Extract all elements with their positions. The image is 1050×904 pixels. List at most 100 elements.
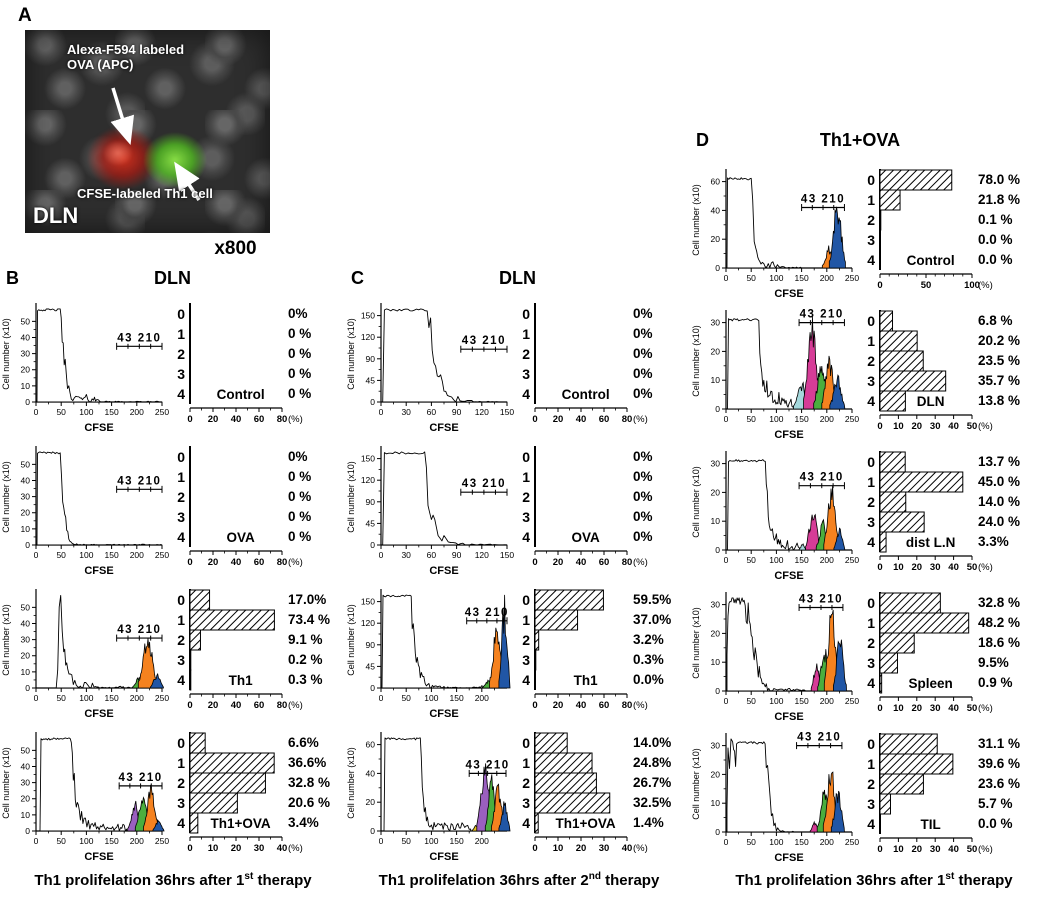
percentage-value: 0% <box>633 306 653 321</box>
percentage-value: 0% <box>633 346 653 361</box>
division-bar-chart: 0 1 2 3 4 0 50 100(%) Control <box>867 169 993 291</box>
svg-text:60: 60 <box>599 700 610 711</box>
svg-text:Cell number (x10): Cell number (x10) <box>346 461 356 533</box>
percentage-value: 37.0% <box>633 612 672 627</box>
svg-text:80: 80 <box>277 700 288 711</box>
panel-c-rows: 0 45 90 120 150 Cell number (x10) 0 30 60 90 120 15… <box>345 298 693 870</box>
svg-text:250: 250 <box>155 407 169 417</box>
division-bar <box>879 672 883 694</box>
division-bar <box>879 612 970 634</box>
svg-text:0: 0 <box>877 844 882 855</box>
svg-text:50: 50 <box>921 280 932 291</box>
percent-unit-label: (%) <box>288 700 303 711</box>
division-marker-label: 43 210 <box>118 772 162 784</box>
svg-text:50: 50 <box>56 550 66 560</box>
svg-text:0: 0 <box>187 700 192 711</box>
percentage-value: 20.6 % <box>288 795 331 810</box>
svg-text:10: 10 <box>711 516 721 526</box>
svg-text:60: 60 <box>427 407 437 417</box>
svg-text:60: 60 <box>366 740 376 750</box>
panel-a-label: A <box>18 5 32 26</box>
cfse-histogram: 0 10 20 30 40 50 Cell number (x10) 0 50 100 150 200… <box>1 446 169 577</box>
division-number: 2 <box>522 775 530 791</box>
svg-text:200: 200 <box>820 273 834 283</box>
svg-text:20: 20 <box>711 628 721 638</box>
division-number: 3 <box>522 652 530 668</box>
caption-text: therapy <box>954 872 1013 889</box>
division-percentages: 31.1 % 39.6 % 23.6 % 5.7 % 0.0 % <box>978 728 1038 834</box>
division-bar <box>534 649 537 671</box>
division-marker-label: 43 210 <box>466 759 510 771</box>
percentage-value: 73.4 % <box>288 612 331 627</box>
svg-text:20: 20 <box>21 508 31 518</box>
percentage-value: 5.7 % <box>978 796 1013 811</box>
svg-text:40: 40 <box>948 562 959 573</box>
svg-text:Cell number (x10): Cell number (x10) <box>691 607 701 679</box>
division-peak-blue <box>828 206 846 269</box>
division-number: 1 <box>177 326 185 342</box>
condition-label: Th1 <box>574 673 598 688</box>
svg-text:CFSE: CFSE <box>429 565 458 577</box>
svg-text:200: 200 <box>820 555 834 565</box>
svg-text:30: 30 <box>930 844 941 855</box>
percentage-value: 48.2 % <box>978 615 1021 630</box>
division-number: 3 <box>867 655 875 671</box>
svg-text:20: 20 <box>912 421 923 432</box>
svg-text:50: 50 <box>21 459 31 469</box>
division-bar <box>189 732 206 754</box>
percentage-value: 0.0 % <box>978 232 1013 247</box>
division-number: 0 <box>867 313 875 329</box>
division-number: 3 <box>177 509 185 525</box>
svg-text:100: 100 <box>769 837 783 847</box>
figure-row-B-Th1: 0 10 20 30 40 50 Cell number (x10) 0 50 100 150 200… <box>0 584 348 720</box>
svg-text:0: 0 <box>34 836 39 846</box>
svg-text:30: 30 <box>930 703 941 714</box>
panel-b-title: DLN <box>154 268 191 288</box>
svg-text:30: 30 <box>401 407 411 417</box>
svg-text:250: 250 <box>845 696 859 706</box>
division-number: 2 <box>177 346 185 362</box>
division-bar <box>879 491 907 513</box>
division-peak-blue <box>498 801 511 832</box>
svg-text:250: 250 <box>155 550 169 560</box>
svg-text:0: 0 <box>532 414 537 425</box>
svg-text:0: 0 <box>877 562 882 573</box>
svg-text:50: 50 <box>21 602 31 612</box>
condition-label: OVA <box>226 530 255 545</box>
cfse-histogram: 0 10 20 30 Cell number (x10) 0 50 100 150 200 250 C… <box>691 732 859 864</box>
division-number: 0 <box>522 592 530 608</box>
annotation-arrows <box>110 87 201 201</box>
svg-text:60: 60 <box>599 557 610 568</box>
percent-unit-label: (%) <box>633 414 648 425</box>
cfse-histogram: 0 45 90 120 150 Cell number (x10) 0 50 100 150 200… <box>346 589 511 720</box>
svg-text:10: 10 <box>893 703 904 714</box>
division-number: 0 <box>177 306 185 322</box>
division-bar <box>879 632 915 654</box>
division-number: 0 <box>522 306 530 322</box>
division-number: 3 <box>867 373 875 389</box>
ova-annotation: Alexa-F594 labeled OVA (APC) <box>67 42 184 72</box>
histogram-curve <box>36 308 163 403</box>
th1-annotation: CFSE-labeled Th1 cell <box>77 186 213 201</box>
division-marker-label: 43 210 <box>462 478 506 490</box>
percentage-value: 0 % <box>288 366 312 381</box>
division-percentages: 78.0 % 21.8 % 0.1 % 0.0 % 0.0 % <box>978 164 1038 270</box>
svg-text:60: 60 <box>427 550 437 560</box>
division-peak-orange <box>823 485 840 551</box>
svg-text:10: 10 <box>21 381 31 391</box>
svg-text:Cell number (x10): Cell number (x10) <box>691 748 701 820</box>
division-bar <box>189 649 192 671</box>
division-number: 4 <box>867 675 875 691</box>
svg-text:40: 40 <box>231 700 242 711</box>
percentage-value: 24.8% <box>633 755 672 770</box>
svg-text:CFSE: CFSE <box>774 429 803 441</box>
svg-text:CFSE: CFSE <box>429 708 458 720</box>
svg-text:50: 50 <box>56 407 66 417</box>
svg-text:250: 250 <box>845 837 859 847</box>
figure-row-D-dist L.N: 0 10 20 30 Cell number (x10) 0 50 100 150 200 250 C… <box>690 446 1038 582</box>
division-number: 1 <box>522 755 530 771</box>
svg-text:CFSE: CFSE <box>774 852 803 864</box>
